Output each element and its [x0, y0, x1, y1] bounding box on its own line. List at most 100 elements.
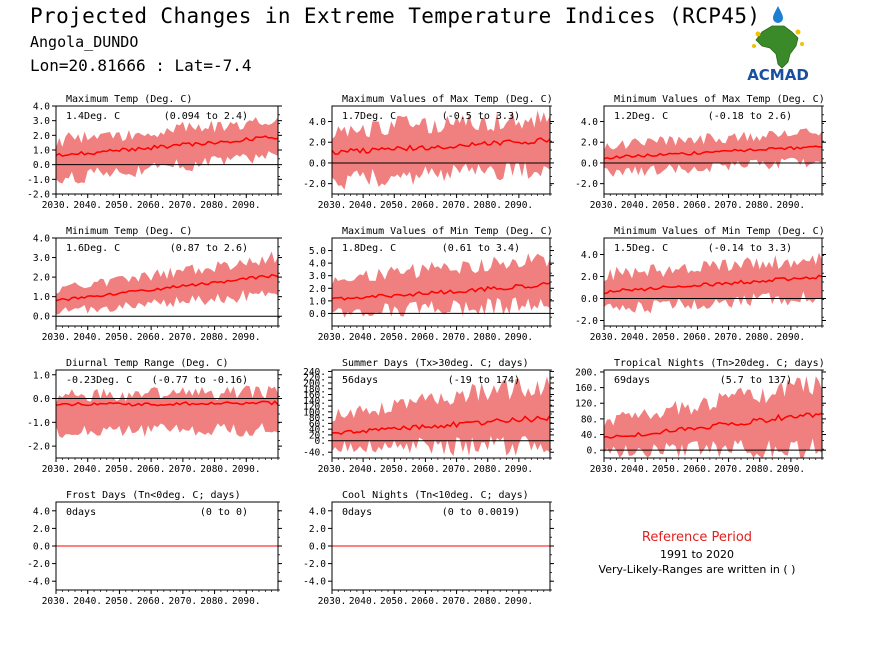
range-band [332, 253, 550, 318]
x-tick-label: 2080. [473, 332, 502, 343]
panel-title: Cool Nights (Tn<10deg. C; days) [342, 490, 529, 501]
x-tick-label: 2060. [411, 200, 440, 211]
chart-panel-4: 0.0 1.0 2.0 3.0 4.0 2030. 2040. 2050. 2060. 2070.… [33, 226, 282, 343]
panel-value-label: 56days [342, 375, 378, 386]
y-tick-label: 200. [575, 367, 598, 378]
reference-note: Very-Likely-Ranges are written in ( ) [598, 563, 796, 576]
y-tick-label: 0. [587, 446, 598, 457]
page-title: Projected Changes in Extreme Temperature… [30, 4, 761, 28]
x-tick-label: 2030. [590, 200, 619, 211]
y-tick-label: 3.0 [33, 116, 50, 127]
x-tick-label: 2050. [652, 200, 681, 211]
x-tick-label: 2060. [137, 200, 166, 211]
mean-line [331, 414, 551, 436]
chart-panel-10: -4.0 -2.0 0.0 2.0 4.0 2030. 2040. 2050. 2060. 207… [27, 490, 282, 607]
y-tick-label: 0.0 [581, 158, 598, 169]
panel-title: Minimum Values of Min Temp (Deg. C) [614, 226, 825, 237]
y-tick-label: 2.0 [33, 524, 50, 535]
x-tick-label: 2040. [621, 464, 650, 475]
panel-value-label: 1.2Deg. C [614, 111, 668, 122]
y-tick-label: 220. [303, 373, 326, 384]
x-tick-label: 2060. [137, 464, 166, 475]
logo-text: ACMAD [747, 66, 809, 84]
panel-range-label: (5.7 to 137) [720, 375, 792, 386]
x-tick-label: 2040. [621, 200, 650, 211]
y-tick-label: 120. [575, 399, 598, 410]
panel-title: Minimum Values of Max Temp (Deg. C) [614, 94, 825, 105]
panel-value-label: 1.5Deg. C [614, 243, 668, 254]
x-tick-label: 2050. [105, 200, 134, 211]
x-tick-label: 2030. [318, 596, 347, 607]
x-tick-label: 2080. [473, 200, 502, 211]
x-tick-label: 2080. [200, 332, 229, 343]
x-tick-label: 2070. [442, 332, 471, 343]
x-tick-label: 2050. [380, 332, 409, 343]
y-tick-label: 60. [309, 419, 326, 430]
mean-line [331, 281, 551, 301]
panel-title: Frost Days (Tn<0deg. C; days) [66, 490, 241, 501]
x-tick-label: 2050. [380, 200, 409, 211]
mean-line [55, 273, 279, 302]
x-tick-label: 2080. [745, 200, 774, 211]
panel-range-label: (0 to 0) [200, 507, 248, 518]
y-tick-label: 40. [309, 425, 326, 436]
y-tick-label: -4.0 [303, 577, 326, 588]
x-tick-label: 2060. [137, 596, 166, 607]
panel-range-label: (0.87 to 2.6) [170, 243, 248, 254]
y-tick-label: 4.0 [33, 506, 50, 517]
y-tick-label: 40. [581, 430, 598, 441]
y-tick-label: 0.0 [309, 309, 326, 320]
x-tick-label: 2090. [777, 332, 806, 343]
panel-range-label: (-0.18 to 2.6) [708, 111, 792, 122]
y-tick-label: 20. [309, 430, 326, 441]
africa-map-icon [755, 25, 799, 69]
x-tick-label: 2040. [349, 596, 378, 607]
y-tick-label: -2.0 [575, 179, 598, 190]
range-band [56, 117, 278, 184]
y-tick-label: 80. [581, 414, 598, 425]
y-tick-label: 5.0 [309, 246, 326, 257]
y-tick-label: -1.0 [27, 418, 50, 429]
africa-map-logo: ACMAD [747, 6, 809, 84]
x-tick-label: 2050. [652, 464, 681, 475]
y-tick-label: -2.0 [27, 442, 50, 453]
panel-title: Summer Days (Tx>30deg. C; days) [342, 358, 529, 369]
x-tick-label: 2040. [349, 200, 378, 211]
range-band [332, 110, 550, 190]
mean-line [55, 135, 279, 157]
x-tick-label: 2070. [714, 464, 743, 475]
y-tick-label: 2.0 [309, 524, 326, 535]
y-tick-label: 2.0 [581, 272, 598, 283]
x-tick-label: 2040. [73, 464, 102, 475]
y-tick-label: 0.0 [309, 158, 326, 169]
y-tick-label: 0.0 [309, 542, 326, 553]
mean-line [331, 137, 551, 155]
range-band [56, 251, 278, 315]
x-tick-label: 2030. [42, 200, 71, 211]
panel-value-label: 1.4Deg. C [66, 111, 120, 122]
x-tick-label: 2060. [411, 596, 440, 607]
range-band [56, 385, 278, 438]
x-tick-label: 2050. [652, 332, 681, 343]
reference-period-years: 1991 to 2020 [659, 548, 735, 561]
panel-range-label: (0.61 to 3.4) [442, 243, 520, 254]
y-tick-label: 4.0 [309, 117, 326, 128]
x-tick-label: 2060. [411, 464, 440, 475]
x-tick-label: 2050. [105, 332, 134, 343]
x-tick-label: 2070. [442, 200, 471, 211]
y-tick-label: 2.0 [309, 138, 326, 149]
panel-range-label: (-19 to 174) [448, 375, 520, 386]
panel-value-label: 0days [342, 507, 372, 518]
panel-title: Tropical Nights (Tn>20deg. C; days) [614, 358, 825, 369]
y-tick-label: 2.0 [33, 273, 50, 284]
panel-value-label: 69days [614, 375, 650, 386]
x-tick-label: 2030. [42, 332, 71, 343]
y-tick-label: 160. [575, 383, 598, 394]
x-tick-label: 2070. [714, 200, 743, 211]
y-tick-label: 2.0 [309, 284, 326, 295]
